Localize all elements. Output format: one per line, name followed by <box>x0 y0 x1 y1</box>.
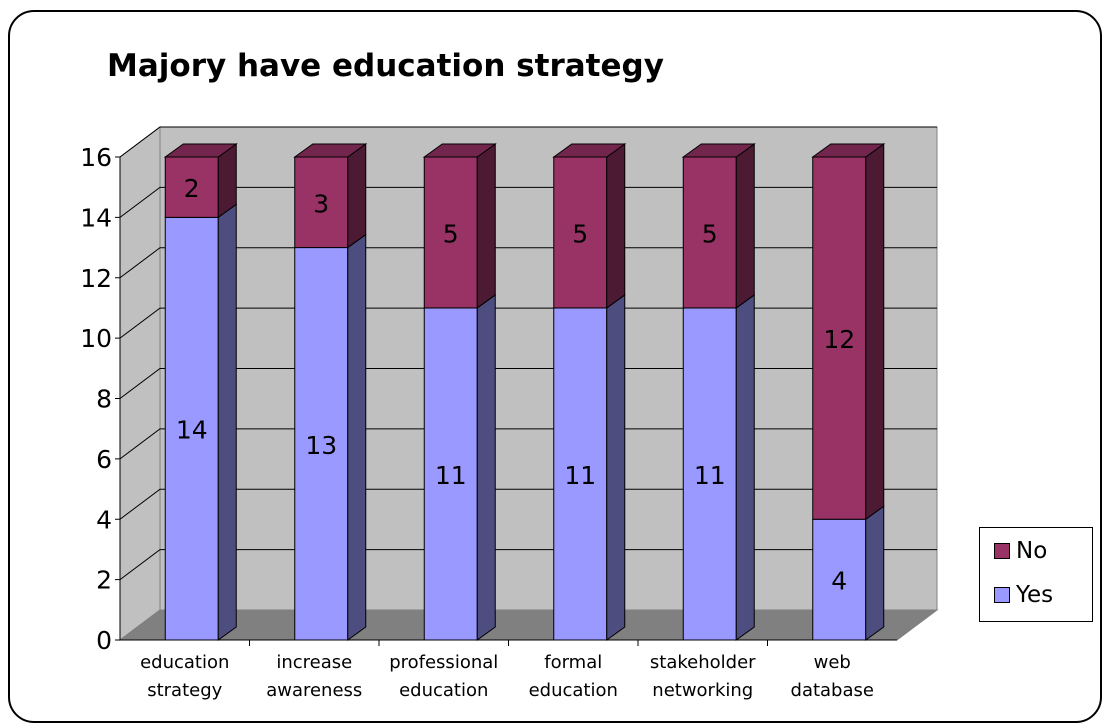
bar-no-top <box>681 143 756 158</box>
x-tick-label: networking <box>652 680 753 701</box>
data-label-no: 2 <box>184 174 200 203</box>
data-label-no: 3 <box>313 189 329 218</box>
y-tick-label: 16 <box>80 143 112 172</box>
x-tick-label: strategy <box>147 680 222 701</box>
y-tick-label: 10 <box>80 324 112 353</box>
bar-yes-front <box>553 307 608 641</box>
bar-yes-front <box>164 216 219 641</box>
data-label-no: 5 <box>702 219 718 248</box>
x-tick-label: increase <box>276 652 352 673</box>
legend-swatch-no <box>994 543 1010 559</box>
legend-label-no: No <box>1016 538 1048 564</box>
bar-yes-side <box>735 293 755 641</box>
bar-yes-side <box>347 233 367 641</box>
x-tick-label: education <box>140 652 229 673</box>
chart-title: Majory have education strategy <box>107 48 664 84</box>
chart-legend: No Yes <box>979 527 1093 622</box>
gridline <box>119 549 937 581</box>
bar-yes-side <box>476 293 496 641</box>
x-tick-label: stakeholder <box>650 652 756 673</box>
y-tick-label: 14 <box>80 203 112 232</box>
gridline <box>119 428 937 460</box>
gridline <box>119 488 937 520</box>
data-label-yes: 13 <box>305 431 337 460</box>
gridline <box>119 247 937 279</box>
gridline <box>119 186 937 218</box>
data-label-no: 5 <box>443 219 459 248</box>
x-tick-label: formal <box>544 652 602 673</box>
bar-no-side <box>476 143 496 309</box>
y-tick-label: 0 <box>96 626 112 655</box>
bar-no-side <box>865 143 885 521</box>
bar-no-top <box>293 143 368 158</box>
gridline <box>119 368 937 399</box>
x-tick-label: awareness <box>266 680 362 701</box>
x-tick-label: professional <box>389 652 498 673</box>
data-label-yes: 11 <box>564 461 596 490</box>
bar-no-top <box>552 143 627 158</box>
data-label-no: 12 <box>823 325 855 354</box>
legend-label-yes: Yes <box>1016 582 1054 608</box>
x-tick-label: web <box>814 652 851 673</box>
bar-yes-side <box>865 505 885 641</box>
x-tick-label: education <box>399 680 488 701</box>
y-tick-label: 2 <box>96 566 112 595</box>
bar-yes-front <box>682 307 737 641</box>
x-tick-label: education <box>529 680 618 701</box>
gridline <box>119 307 937 339</box>
bar-yes-front <box>812 518 867 641</box>
bar-yes-side <box>606 293 626 641</box>
data-label-no: 5 <box>572 219 588 248</box>
bar-no-front <box>294 156 349 249</box>
x-tick-label: database <box>791 680 874 701</box>
bar-no-front <box>164 156 219 218</box>
legend-swatch-yes <box>994 587 1010 603</box>
bar-no-top <box>811 143 886 158</box>
bar-no-side <box>347 143 367 249</box>
bar-no-front <box>812 156 867 520</box>
bar-no-side <box>606 143 626 309</box>
legend-item-yes: Yes <box>994 582 1053 608</box>
bar-no-top <box>163 143 238 158</box>
y-tick-label: 12 <box>80 264 112 293</box>
data-label-yes: 4 <box>831 567 847 596</box>
gridline <box>119 126 937 158</box>
bar-yes-side <box>217 203 237 641</box>
legend-item-no: No <box>994 538 1047 564</box>
data-label-yes: 11 <box>694 461 726 490</box>
bar-no-side <box>735 143 755 309</box>
y-tick-label: 6 <box>96 445 112 474</box>
data-label-yes: 14 <box>176 416 208 445</box>
y-tick-label: 8 <box>96 385 112 414</box>
bar-yes-front <box>294 247 349 641</box>
data-label-yes: 11 <box>435 461 467 490</box>
bar-no-front <box>682 156 737 309</box>
y-tick-label: 4 <box>96 505 112 534</box>
bar-no-top <box>422 143 497 158</box>
